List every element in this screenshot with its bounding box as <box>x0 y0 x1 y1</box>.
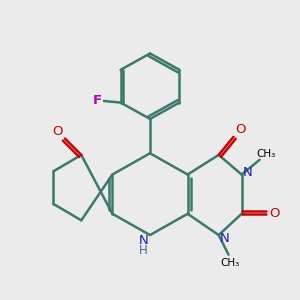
Text: N: N <box>243 167 252 179</box>
Text: CH₃: CH₃ <box>220 258 240 268</box>
Text: CH₃: CH₃ <box>256 149 276 159</box>
Text: O: O <box>52 125 63 138</box>
Text: F: F <box>93 94 102 107</box>
Text: N: N <box>220 232 230 245</box>
Text: H: H <box>139 244 148 257</box>
Text: O: O <box>236 123 246 136</box>
Text: O: O <box>269 207 280 220</box>
Text: N: N <box>139 235 148 248</box>
